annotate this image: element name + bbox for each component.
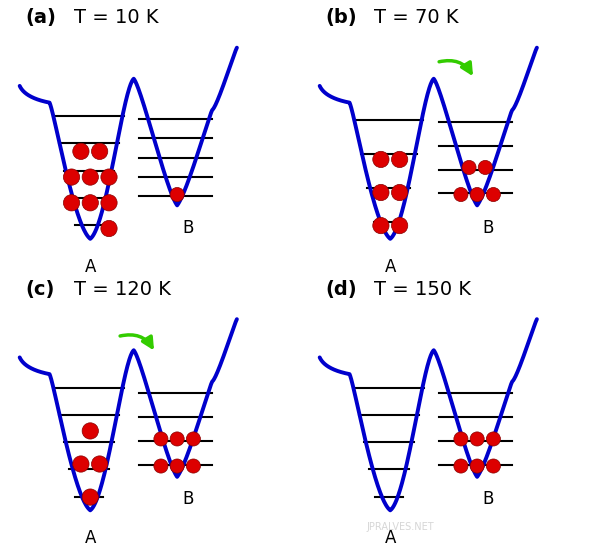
- Circle shape: [101, 194, 117, 211]
- Circle shape: [82, 489, 98, 505]
- Circle shape: [64, 169, 80, 185]
- Circle shape: [470, 187, 484, 201]
- Circle shape: [91, 456, 108, 472]
- Text: T = 10 K: T = 10 K: [74, 8, 158, 27]
- Circle shape: [373, 185, 389, 201]
- Circle shape: [101, 220, 117, 237]
- Text: B: B: [182, 219, 194, 237]
- Text: (b): (b): [325, 8, 357, 27]
- Text: B: B: [482, 219, 494, 237]
- Circle shape: [373, 151, 389, 168]
- Circle shape: [454, 187, 468, 201]
- Text: (d): (d): [325, 280, 357, 299]
- Circle shape: [73, 456, 89, 472]
- Text: T = 150 K: T = 150 K: [374, 280, 471, 299]
- Circle shape: [487, 432, 500, 446]
- Circle shape: [170, 459, 184, 473]
- Text: A: A: [85, 529, 96, 543]
- Circle shape: [187, 459, 200, 473]
- Circle shape: [391, 151, 408, 168]
- Circle shape: [391, 185, 408, 201]
- Circle shape: [454, 432, 468, 446]
- Circle shape: [170, 187, 184, 201]
- Circle shape: [373, 217, 389, 233]
- Circle shape: [462, 160, 476, 174]
- Circle shape: [487, 187, 500, 201]
- Circle shape: [73, 143, 89, 160]
- Circle shape: [187, 432, 200, 446]
- Text: (c): (c): [25, 280, 55, 299]
- Circle shape: [154, 459, 168, 473]
- Circle shape: [454, 459, 468, 473]
- Circle shape: [470, 432, 484, 446]
- Circle shape: [82, 194, 98, 211]
- Text: B: B: [182, 490, 194, 508]
- Text: (a): (a): [25, 8, 56, 27]
- Text: T = 70 K: T = 70 K: [374, 8, 458, 27]
- Text: A: A: [385, 529, 396, 543]
- Circle shape: [82, 169, 98, 185]
- Circle shape: [64, 194, 80, 211]
- Text: T = 120 K: T = 120 K: [74, 280, 171, 299]
- Circle shape: [391, 217, 408, 233]
- Text: JPRALVES.NET: JPRALVES.NET: [366, 522, 434, 532]
- Circle shape: [91, 143, 108, 160]
- Circle shape: [470, 459, 484, 473]
- Circle shape: [154, 432, 168, 446]
- Circle shape: [487, 459, 500, 473]
- Circle shape: [170, 432, 184, 446]
- Text: A: A: [385, 258, 396, 276]
- Circle shape: [82, 423, 98, 439]
- Circle shape: [101, 169, 117, 185]
- Circle shape: [478, 160, 493, 174]
- Text: A: A: [85, 258, 96, 276]
- Text: B: B: [482, 490, 494, 508]
